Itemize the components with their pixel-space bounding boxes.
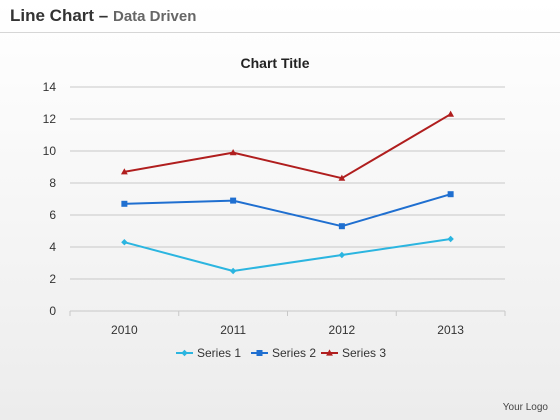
- series-3-point: [229, 149, 237, 156]
- series-1-point: [121, 239, 128, 246]
- series-3-point: [338, 174, 346, 181]
- slide-title: Line Chart – Data Driven: [10, 6, 196, 26]
- y-tick-label: 2: [49, 272, 56, 286]
- series-2-line: [124, 193, 451, 228]
- series-1-point: [229, 267, 237, 275]
- series-2-point: [338, 223, 345, 230]
- y-tick-label: 6: [49, 208, 56, 222]
- y-tick-label: 14: [43, 80, 57, 94]
- logo-text: Your Logo: [502, 402, 548, 413]
- series-1-line: [124, 238, 451, 272]
- legend-series-1-label: Series 1: [197, 346, 241, 360]
- series-1-point: [338, 251, 346, 259]
- series-2-point: [447, 191, 454, 198]
- legend-series-2-label: Series 2: [272, 346, 316, 360]
- title-divider: [0, 32, 560, 33]
- series-3-point: [120, 168, 128, 175]
- x-tick-label: 2012: [329, 323, 356, 337]
- series-3-point: [447, 110, 455, 117]
- legend-series-3-swatch-marker: [326, 349, 333, 356]
- y-tick-label: 8: [49, 176, 56, 190]
- slide-subtitle: Data Driven: [113, 8, 197, 25]
- series-2-point: [121, 200, 128, 207]
- legend-series-3-label: Series 3: [342, 346, 386, 360]
- series-3-line: [124, 113, 452, 180]
- slide-title-dash: –: [98, 6, 109, 25]
- legend-series-1-swatch-marker: [181, 349, 188, 357]
- slide-title-main: Line Chart: [10, 6, 95, 25]
- x-tick-label: 2013: [437, 323, 464, 337]
- y-tick-label: 12: [43, 112, 57, 126]
- y-tick-label: 10: [43, 144, 57, 158]
- x-tick-label: 2011: [220, 323, 246, 337]
- y-tick-label: 4: [49, 240, 56, 254]
- series-2-point: [230, 197, 237, 204]
- chart-title: Chart Title: [241, 55, 310, 71]
- x-tick-label: 2010: [111, 323, 138, 337]
- legend-series-2-swatch-marker: [256, 350, 263, 356]
- series-1-point: [447, 235, 454, 243]
- y-tick-label: 0: [49, 304, 56, 318]
